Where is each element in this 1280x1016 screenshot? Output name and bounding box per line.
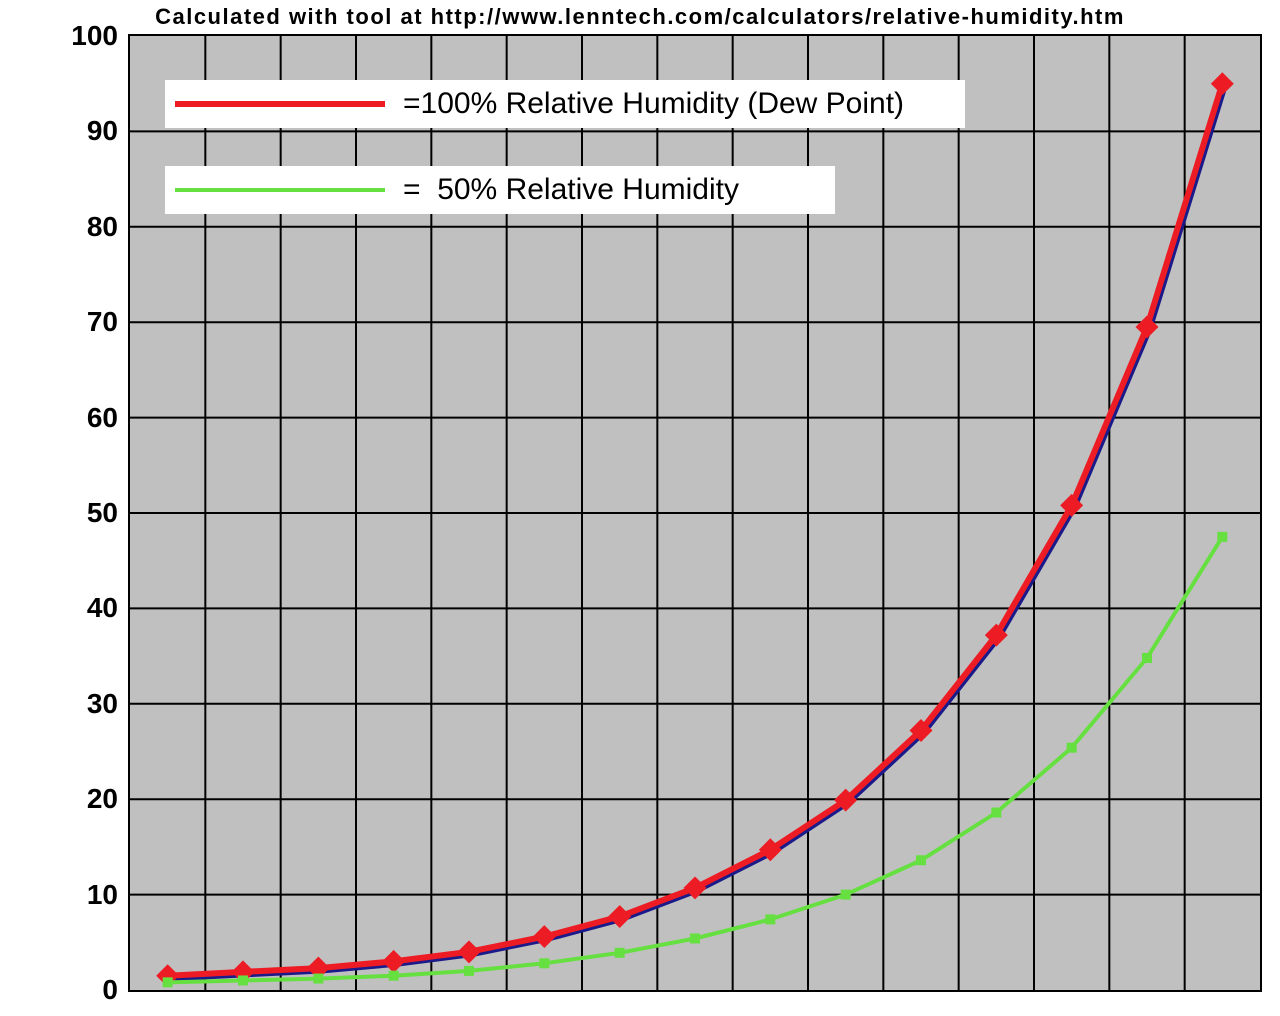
y-tick-label: 30: [60, 688, 118, 720]
y-tick-label: 60: [60, 402, 118, 434]
y-tick-label: 70: [60, 306, 118, 338]
legend-label-rh100: =100% Relative Humidity (Dew Point): [385, 87, 904, 121]
y-tick-label: 100: [60, 20, 118, 52]
legend-label-rh50: = 50% Relative Humidity: [385, 173, 739, 207]
legend-item-rh50: = 50% Relative Humidity: [165, 166, 835, 214]
y-tick-label: 50: [60, 497, 118, 529]
chart-subtitle: Calculated with tool at http://www.lennt…: [0, 4, 1280, 30]
y-tick-label: 10: [60, 879, 118, 911]
y-tick-label: 90: [60, 115, 118, 147]
legend-item-rh100: =100% Relative Humidity (Dew Point): [165, 80, 965, 128]
chart-container: { "subtitle": "Calculated with tool at h…: [0, 0, 1280, 1016]
y-tick-label: 40: [60, 592, 118, 624]
legend-line-rh100: [175, 101, 385, 107]
legend-line-rh50: [175, 188, 385, 192]
y-tick-label: 80: [60, 211, 118, 243]
y-tick-label: 20: [60, 783, 118, 815]
y-tick-label: 0: [60, 974, 118, 1006]
